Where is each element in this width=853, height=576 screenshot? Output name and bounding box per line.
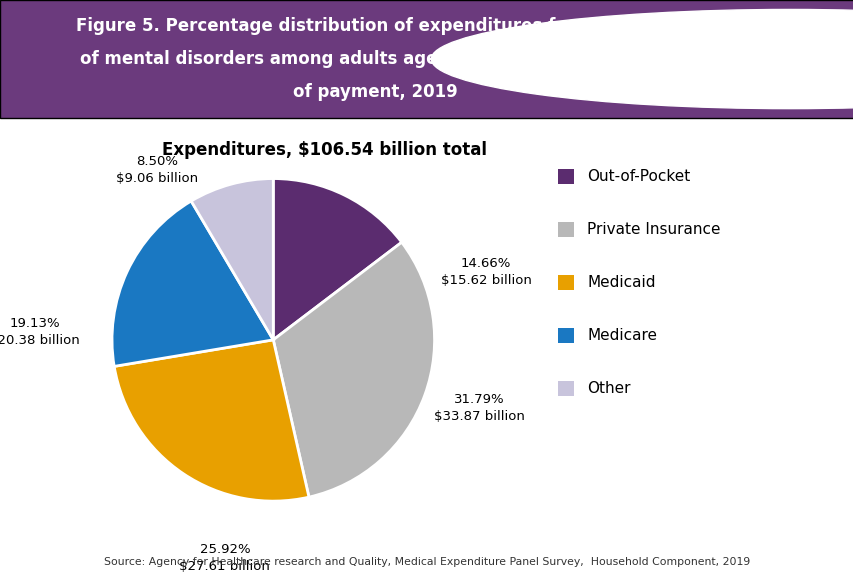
Circle shape: [431, 9, 853, 109]
Text: 14.66%
$15.62 billion: 14.66% $15.62 billion: [440, 257, 531, 287]
Text: 19.13%
$20.38 billion: 19.13% $20.38 billion: [0, 317, 80, 347]
Text: Source: Agency for Healthcare research and Quality, Medical Expenditure Panel Su: Source: Agency for Healthcare research a…: [104, 558, 749, 567]
Bar: [558, 222, 573, 237]
Wedge shape: [273, 179, 401, 340]
Bar: [558, 328, 573, 343]
Text: Figure 5. Percentage distribution of expenditures for treatment: Figure 5. Percentage distribution of exp…: [76, 17, 675, 35]
Text: Other: Other: [587, 381, 630, 396]
Text: 8.50%
$9.06 billion: 8.50% $9.06 billion: [116, 156, 198, 185]
Text: Private Insurance: Private Insurance: [587, 222, 720, 237]
Bar: [558, 381, 573, 396]
Wedge shape: [114, 340, 309, 501]
Text: Expenditures, $106.54 billion total: Expenditures, $106.54 billion total: [162, 141, 486, 159]
Wedge shape: [273, 242, 434, 497]
Wedge shape: [112, 201, 273, 366]
Text: 25.92%
$27.61 billion: 25.92% $27.61 billion: [179, 543, 270, 573]
Text: Medicare: Medicare: [587, 328, 657, 343]
Text: Out-of-Pocket: Out-of-Pocket: [587, 169, 690, 184]
Bar: [558, 169, 573, 184]
Text: of mental disorders among adults ages 18 and older, by source: of mental disorders among adults ages 18…: [80, 50, 670, 68]
Text: of payment, 2019: of payment, 2019: [293, 83, 457, 101]
FancyBboxPatch shape: [0, 0, 853, 118]
Text: 31.79%
$33.87 billion: 31.79% $33.87 billion: [434, 393, 525, 423]
Wedge shape: [191, 179, 273, 340]
Bar: [558, 275, 573, 290]
Text: Medicaid: Medicaid: [587, 275, 655, 290]
